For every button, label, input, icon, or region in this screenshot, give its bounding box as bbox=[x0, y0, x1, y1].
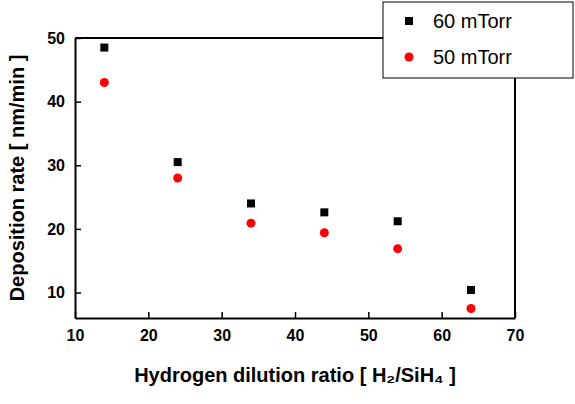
point bbox=[100, 78, 109, 87]
tick: 10 bbox=[47, 284, 81, 301]
tick-mark bbox=[75, 292, 81, 294]
point bbox=[467, 286, 475, 294]
legend-symbol bbox=[405, 53, 414, 62]
point bbox=[247, 199, 255, 207]
point bbox=[320, 228, 329, 237]
marks bbox=[100, 44, 476, 313]
tick-label: 40 bbox=[287, 327, 305, 344]
tick: 20 bbox=[140, 312, 158, 344]
axis-line bbox=[75, 39, 77, 319]
tick-label: 20 bbox=[47, 221, 65, 238]
point bbox=[247, 219, 256, 228]
point bbox=[173, 174, 182, 183]
tick-label: 30 bbox=[47, 157, 65, 174]
point bbox=[100, 44, 108, 52]
point bbox=[467, 304, 476, 313]
frame bbox=[514, 38, 516, 318]
tick-label: 20 bbox=[140, 327, 158, 344]
tick-mark bbox=[75, 101, 81, 103]
y-axis-title: Deposition rate [ nm/min ] bbox=[6, 55, 28, 302]
tick-label: 50 bbox=[47, 30, 65, 47]
tick: 40 bbox=[47, 93, 81, 110]
tick-label: 30 bbox=[213, 327, 231, 344]
tick: 30 bbox=[213, 312, 231, 344]
tick: 60 bbox=[433, 312, 451, 344]
legend-box bbox=[383, 2, 573, 78]
tick-mark bbox=[75, 165, 81, 167]
tick-label: 60 bbox=[433, 327, 451, 344]
tick-mark bbox=[75, 229, 81, 231]
point bbox=[320, 208, 328, 216]
tick-label: 10 bbox=[67, 327, 85, 344]
point bbox=[174, 158, 182, 166]
tick-mark bbox=[148, 312, 150, 318]
legend: 60 mTorr 50 mTorr bbox=[383, 2, 573, 78]
point bbox=[393, 244, 402, 253]
tick-mark bbox=[295, 312, 297, 318]
x-axis-title: Hydrogen dilution ratio [ H₂/SiH₄ ] bbox=[134, 364, 456, 386]
tick: 30 bbox=[47, 157, 81, 174]
series bbox=[100, 44, 475, 294]
legend-label: 60 mTorr bbox=[433, 10, 512, 32]
y-axis: 10 20 30 40 50 bbox=[47, 30, 81, 319]
tick-mark bbox=[221, 312, 223, 318]
tick-mark bbox=[441, 312, 443, 318]
tick: 50 bbox=[360, 312, 378, 344]
tick-label: 40 bbox=[47, 93, 65, 110]
x-axis: 10 20 30 40 50 60 70 bbox=[67, 312, 525, 344]
tick-mark bbox=[368, 312, 370, 318]
tick-label: 70 bbox=[507, 327, 525, 344]
legend-symbol bbox=[405, 17, 413, 25]
tick-label: 50 bbox=[360, 327, 378, 344]
chart: 10 20 30 40 50 60 70 10 20 30 40 50 Hydrogen dilutio… bbox=[0, 0, 575, 404]
legend-label: 50 mTorr bbox=[433, 46, 512, 68]
point bbox=[394, 217, 402, 225]
tick-label: 10 bbox=[47, 284, 65, 301]
tick: 20 bbox=[47, 221, 81, 238]
tick: 40 bbox=[287, 312, 305, 344]
series bbox=[100, 78, 476, 313]
